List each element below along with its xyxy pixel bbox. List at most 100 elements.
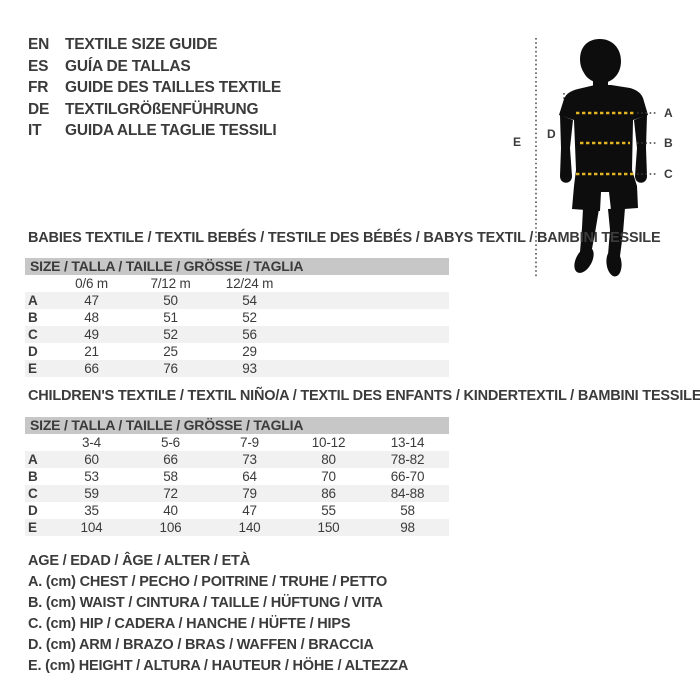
legend-line-arm: D. (cm) ARM / BRAZO / BRAS / WAFFEN / BR… <box>28 637 374 653</box>
row-label: B <box>28 310 38 325</box>
table-cell: 79 <box>242 486 257 501</box>
children-section-title: CHILDREN'S TEXTILE / TEXTIL NIÑO/A / TEX… <box>28 388 700 404</box>
row-label: A <box>28 452 38 467</box>
table-cell: 104 <box>80 520 103 535</box>
table-cell: 54 <box>242 293 257 308</box>
legend-line-hip: C. (cm) HIP / CADERA / HANCHE / HÜFTE / … <box>28 616 351 632</box>
row-label: A <box>28 293 38 308</box>
children-size-table: SIZE / TALLA / TAILLE / GRÖSSE / TAGLIA … <box>25 417 449 536</box>
figure-label-c: C <box>664 167 673 181</box>
table-row: E 104 106 140 150 98 <box>25 519 449 536</box>
table-cell: 140 <box>238 520 261 535</box>
language-title: TEXTILE SIZE GUIDE <box>65 36 218 53</box>
table-cell: 47 <box>242 503 257 518</box>
table-cell: 76 <box>163 361 178 376</box>
measurement-legend: AGE / EDAD / ÂGE / ALTER / ETÀ A. (cm) C… <box>28 551 408 677</box>
table-cell: 48 <box>84 310 99 325</box>
table-row: D 35 40 47 55 58 <box>25 502 449 519</box>
language-row-es: ES GUÍA DE TALLAS <box>28 56 281 78</box>
column-header: 5-6 <box>161 435 180 450</box>
legend-line-age: AGE / EDAD / ÂGE / ALTER / ETÀ <box>28 553 250 569</box>
language-title-list: EN TEXTILE SIZE GUIDE ES GUÍA DE TALLAS … <box>28 34 281 142</box>
legend-line-height: E. (cm) HEIGHT / ALTURA / HAUTEUR / HÖHE… <box>28 658 409 674</box>
column-header: 7/12 m <box>150 276 191 291</box>
language-code: ES <box>28 57 49 75</box>
table-cell: 66 <box>84 361 99 376</box>
figure-label-d: D <box>547 127 556 141</box>
table-cell: 80 <box>321 452 336 467</box>
table-row: C 49 52 56 <box>25 326 449 343</box>
table-row: B 48 51 52 <box>25 309 449 326</box>
table-column-header-row: 0/6 m 7/12 m 12/24 m <box>25 275 449 292</box>
language-title: GUÍA DE TALLAS <box>65 57 191 75</box>
table-cell: 78-82 <box>390 452 425 467</box>
column-header: 13-14 <box>390 435 425 450</box>
table-cell: 106 <box>159 520 182 535</box>
row-label: C <box>28 486 38 501</box>
child-silhouette <box>559 39 648 277</box>
row-label: D <box>28 503 38 518</box>
table-cell: 40 <box>163 503 178 518</box>
table-cell: 51 <box>163 310 178 325</box>
language-title: TEXTILGRÖßENFÜHRUNG <box>65 100 259 118</box>
table-cell: 25 <box>163 344 178 359</box>
language-code: IT <box>28 122 42 139</box>
table-cell: 150 <box>317 520 340 535</box>
column-header: 12/24 m <box>225 276 274 291</box>
table-row: A 47 50 54 <box>25 292 449 309</box>
column-header: 3-4 <box>82 435 101 450</box>
table-cell: 60 <box>84 452 99 467</box>
table-cell: 29 <box>242 344 257 359</box>
column-header: 0/6 m <box>75 276 108 291</box>
table-cell: 86 <box>321 486 336 501</box>
table-cell: 84-88 <box>390 486 425 501</box>
table-row: C 59 72 79 86 84-88 <box>25 485 449 502</box>
row-label: C <box>28 327 38 342</box>
figure-label-e: E <box>513 135 521 149</box>
table-cell: 53 <box>84 469 99 484</box>
language-row-de: DE TEXTILGRÖßENFÜHRUNG <box>28 99 281 121</box>
language-code: FR <box>28 79 49 96</box>
language-row-it: IT GUIDA ALLE TAGLIE TESSILI <box>28 120 281 142</box>
table-cell: 98 <box>400 520 415 535</box>
table-cell: 66 <box>163 452 178 467</box>
table-row: E 66 76 93 <box>25 360 449 377</box>
row-label: E <box>28 361 37 376</box>
table-cell: 58 <box>163 469 178 484</box>
figure-label-b: B <box>664 136 673 150</box>
table-cell: 50 <box>163 293 178 308</box>
column-header: 10-12 <box>311 435 346 450</box>
babies-section-title: BABIES TEXTILE / TEXTIL BEBÉS / TESTILE … <box>28 230 661 246</box>
legend-line-chest: A. (cm) CHEST / PECHO / POITRINE / TRUHE… <box>28 574 388 590</box>
table-row: A 60 66 73 80 78-82 <box>25 451 449 468</box>
table-corner-cell <box>25 434 52 451</box>
table-cell: 52 <box>163 327 178 342</box>
table-column-header-row: 3-4 5-6 7-9 10-12 13-14 <box>25 434 449 451</box>
table-cell: 49 <box>84 327 99 342</box>
table-cell: 64 <box>242 469 257 484</box>
table-corner-cell <box>25 275 52 292</box>
child-measurement-figure: E D <box>498 28 698 290</box>
table-header-band: SIZE / TALLA / TAILLE / GRÖSSE / TAGLIA <box>25 258 449 275</box>
figure-label-a: A <box>664 106 673 120</box>
table-cell: 93 <box>242 361 257 376</box>
table-cell: 47 <box>84 293 99 308</box>
table-row: B 53 58 64 70 66-70 <box>25 468 449 485</box>
table-cell: 70 <box>321 469 336 484</box>
language-code: DE <box>28 100 50 118</box>
language-title: GUIDA ALLE TAGLIE TESSILI <box>65 122 277 139</box>
row-label: E <box>28 520 37 535</box>
table-cell: 52 <box>242 310 257 325</box>
table-cell: 56 <box>242 327 257 342</box>
table-cell: 58 <box>400 503 415 518</box>
babies-size-table: SIZE / TALLA / TAILLE / GRÖSSE / TAGLIA … <box>25 258 449 377</box>
language-code: EN <box>28 36 50 53</box>
table-cell: 35 <box>84 503 99 518</box>
language-title: GUIDE DES TAILLES TEXTILE <box>65 79 282 96</box>
language-row-fr: FR GUIDE DES TAILLES TEXTILE <box>28 77 281 99</box>
table-cell: 55 <box>321 503 336 518</box>
table-cell: 73 <box>242 452 257 467</box>
row-label: B <box>28 469 38 484</box>
legend-line-waist: B. (cm) WAIST / CINTURA / TAILLE / HÜFTU… <box>28 595 383 611</box>
column-header: 7-9 <box>240 435 259 450</box>
